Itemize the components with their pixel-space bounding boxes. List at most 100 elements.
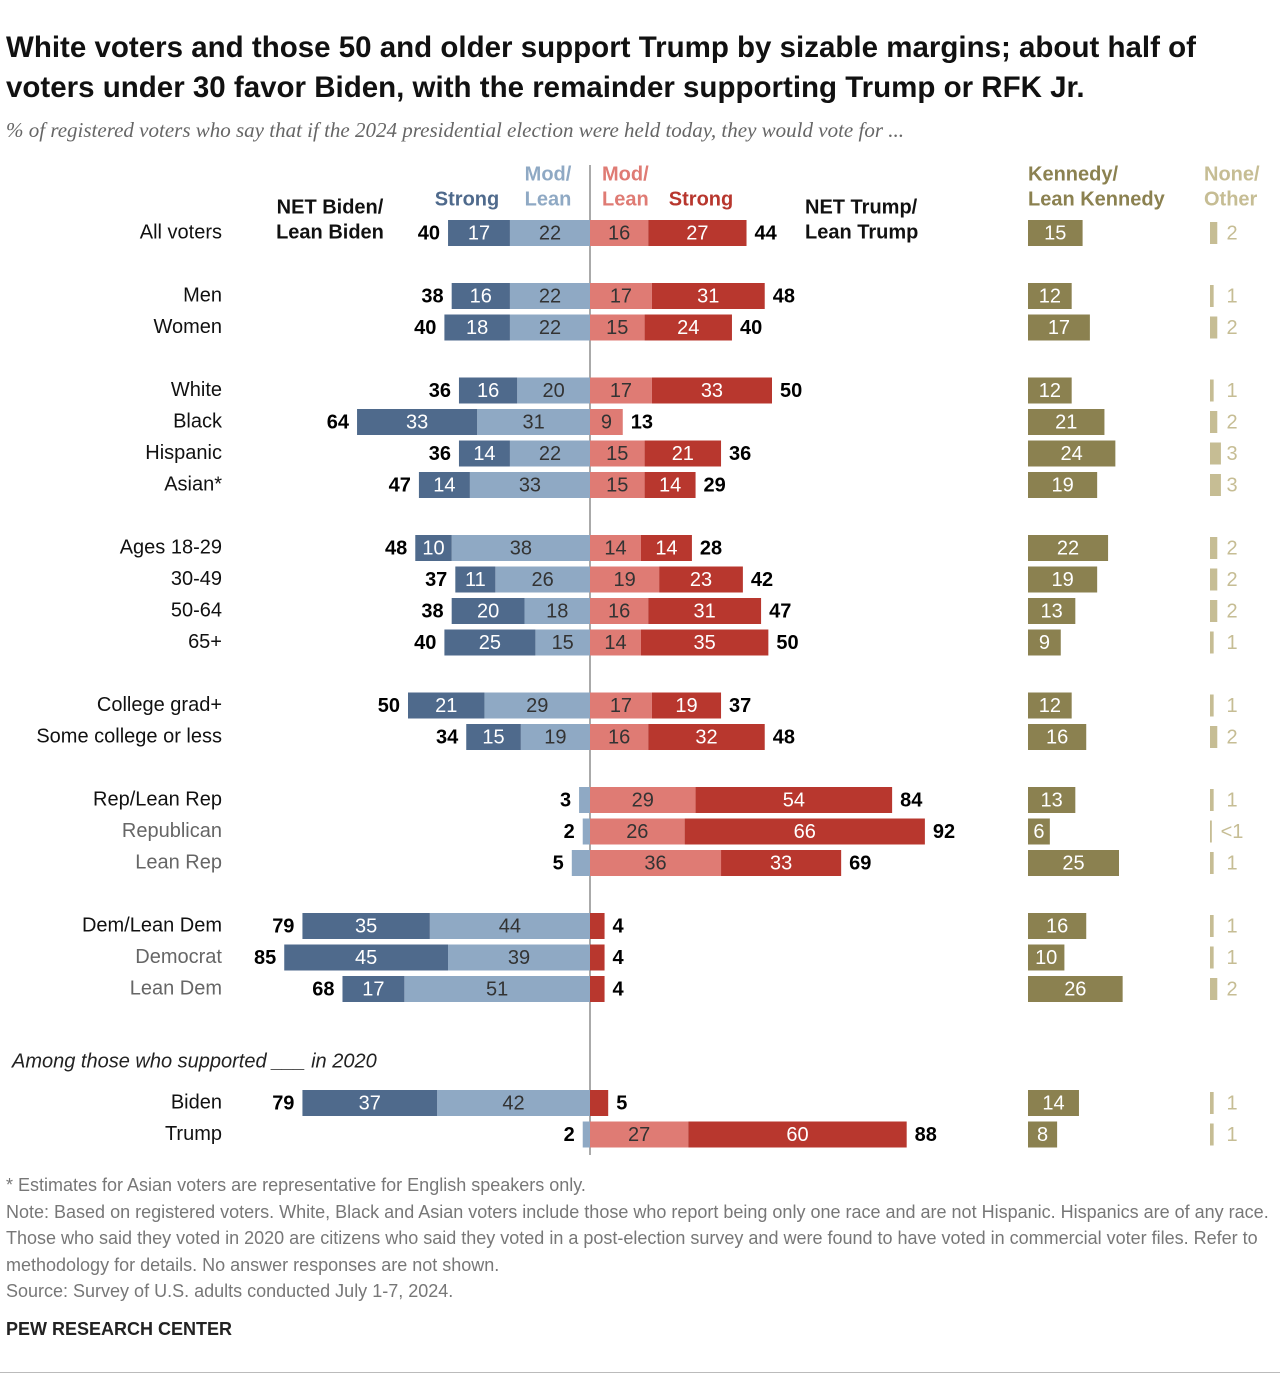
biden-lean-bar-label: 33	[519, 474, 541, 496]
trump-lean-bar	[590, 220, 649, 246]
trump-strong-bar-label: 66	[794, 821, 816, 843]
trump-strong-bar-label: 33	[701, 380, 723, 402]
net-trump-label: 50	[776, 632, 798, 654]
other-bar	[1210, 537, 1218, 559]
biden-strong-bar-label: 11	[465, 569, 486, 591]
trump-strong-bar-label: 32	[695, 726, 717, 748]
kennedy-bar-label: 25	[1062, 852, 1084, 874]
trump-strong-bar-label: 35	[694, 632, 716, 654]
biden-strong-bar	[466, 724, 521, 750]
biden-lean-bar	[524, 598, 590, 624]
trump-strong-bar-label: 31	[694, 600, 716, 622]
trump-lean-bar	[590, 787, 696, 813]
trump-lean-bar-label: 36	[644, 852, 666, 874]
other-bar	[1210, 442, 1221, 465]
trump-strong-bar-label: 14	[655, 537, 677, 559]
trump-lean-bar-label: 16	[608, 222, 630, 244]
biden-strong-bar	[444, 314, 510, 341]
kennedy-bar-label: 9	[1039, 632, 1050, 654]
other-bar	[1210, 600, 1218, 622]
chart-title: White voters and those 50 and older supp…	[6, 31, 1196, 104]
kennedy-bar-label: 26	[1064, 978, 1086, 1000]
biden-lean-bar	[448, 944, 590, 971]
row-label: College grad+	[97, 694, 222, 716]
kennedy-bar-label: 16	[1046, 915, 1068, 937]
net-biden-label: 2	[564, 1124, 575, 1146]
kennedy-bar-label: 13	[1041, 600, 1063, 622]
trump-strong-bar-label: 33	[770, 852, 792, 874]
column-header: Lean Biden	[276, 221, 384, 243]
row-label: 30-49	[171, 568, 222, 590]
other-bar	[1210, 726, 1218, 748]
trump-strong-bar	[695, 787, 893, 813]
row-label: Rep/Lean Rep	[93, 788, 222, 810]
trump-lean-bar	[590, 598, 649, 624]
biden-strong-bar	[444, 629, 536, 656]
biden-strong-bar-label: 20	[477, 600, 499, 622]
other-label: 1	[1226, 852, 1237, 874]
biden-lean-bar-label: 22	[539, 222, 561, 244]
net-trump-label: 28	[700, 537, 722, 559]
column-header: Mod/	[525, 163, 572, 185]
net-trump-label: 13	[631, 411, 653, 433]
net-trump-label: 50	[780, 380, 802, 402]
kennedy-bar-label: 16	[1046, 726, 1068, 748]
other-label: <1	[1221, 821, 1244, 843]
other-bar	[1210, 222, 1218, 244]
trump-strong-bar-label: 54	[783, 789, 805, 811]
row-label: Dem/Lean Dem	[82, 914, 222, 936]
trump-strong-bar	[648, 598, 762, 624]
other-bar	[1210, 1092, 1214, 1114]
biden-strong-bar	[451, 598, 525, 624]
trump-strong-bar	[651, 377, 772, 404]
trump-lean-bar	[590, 818, 685, 845]
biden-lean-bar-label: 51	[486, 978, 508, 1000]
trump-strong-bar	[659, 566, 743, 593]
biden-strong-bar	[302, 1090, 438, 1116]
biden-strong-bar	[342, 976, 405, 1002]
net-biden-label: 37	[425, 569, 447, 591]
column-header: Strong	[435, 188, 499, 210]
column-header: NET Trump/	[805, 196, 918, 218]
notes: * Estimates for Asian voters are represe…	[6, 1172, 1274, 1305]
trump-net-bar	[590, 976, 605, 1002]
net-biden-label: 36	[429, 380, 451, 402]
biden-lean-bar	[495, 566, 590, 593]
net-biden-label: 40	[414, 632, 436, 654]
kennedy-bar-label: 6	[1033, 821, 1044, 843]
other-bar	[1210, 379, 1214, 402]
row-label: Trump	[165, 1123, 222, 1145]
biden-strong-bar-label: 35	[355, 915, 377, 937]
net-biden-label: 79	[272, 1092, 294, 1114]
net-biden-label: 50	[378, 695, 400, 717]
other-bar	[1210, 694, 1214, 717]
trump-lean-bar	[590, 535, 641, 561]
net-trump-label: 92	[933, 821, 955, 843]
net-biden-label: 2	[564, 821, 575, 843]
kennedy-bar-label: 22	[1057, 537, 1079, 559]
row-label: White	[171, 379, 222, 401]
other-bar	[1210, 978, 1218, 1000]
kennedy-bar	[1028, 850, 1119, 876]
biden-strong-bar-label: 17	[468, 222, 490, 244]
biden-strong-bar-label: 16	[477, 380, 499, 402]
kennedy-bar	[1028, 944, 1065, 971]
other-label: 3	[1226, 443, 1237, 465]
other-bar	[1210, 474, 1221, 496]
kennedy-bar-label: 12	[1039, 380, 1061, 402]
other-label: 2	[1226, 600, 1237, 622]
trump-strong-bar-label: 31	[697, 285, 719, 307]
biden-strong-bar	[408, 692, 485, 719]
net-biden-label: 68	[312, 978, 334, 1000]
trump-lean-bar-label: 16	[608, 726, 630, 748]
trump-lean-bar	[590, 377, 652, 404]
column-header: Lean Kennedy	[1028, 188, 1166, 210]
other-bar	[1210, 852, 1214, 874]
trump-lean-bar	[590, 1121, 689, 1148]
trump-strong-bar	[721, 850, 842, 876]
kennedy-bar-label: 21	[1055, 411, 1077, 433]
biden-lean-bar	[517, 377, 590, 404]
bottom-rule	[0, 1372, 1280, 1373]
trump-net-bar	[590, 913, 605, 939]
